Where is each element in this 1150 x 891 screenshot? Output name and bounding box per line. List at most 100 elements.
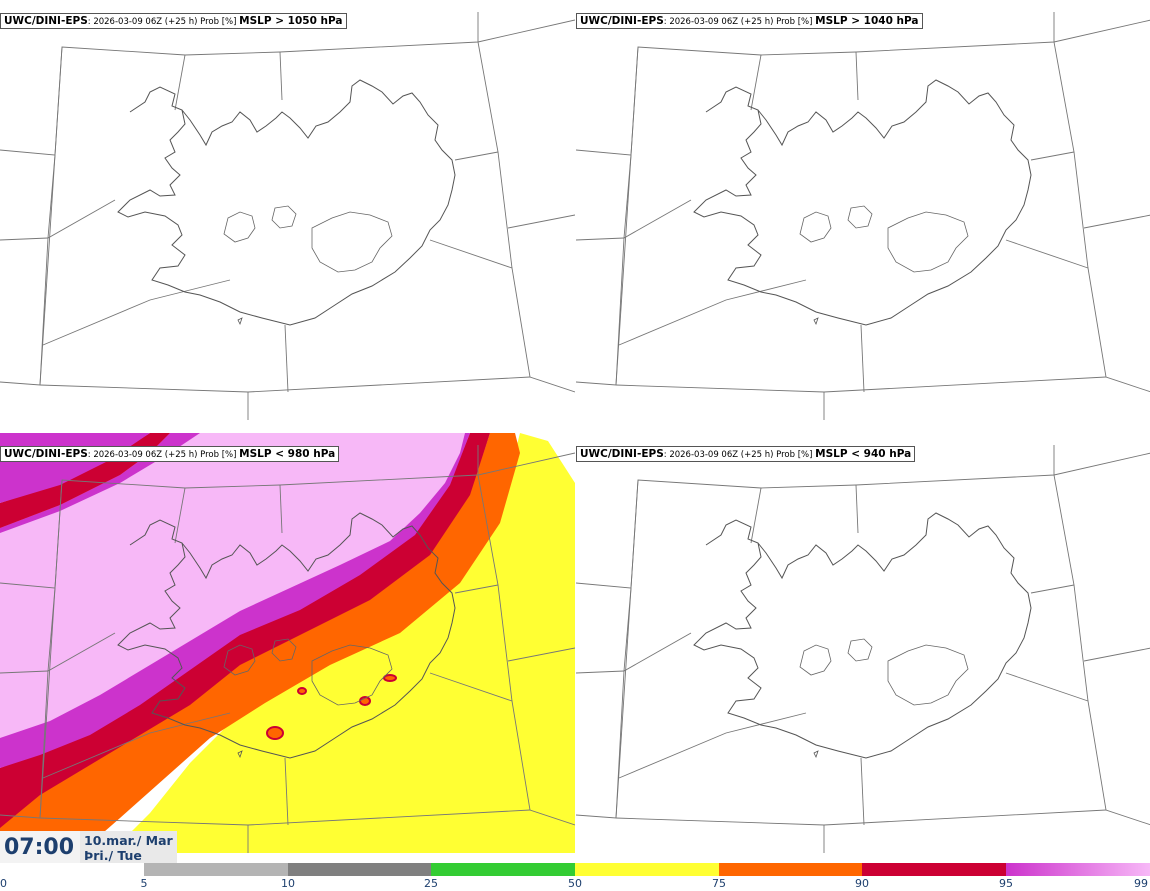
coastline-path <box>117 79 456 326</box>
legend-swatch <box>862 863 1006 876</box>
graticule <box>576 445 1150 853</box>
panel-title: UWC/DINI-EPS: 2026-03-09 06Z (+25 h) Pro… <box>576 13 923 29</box>
color-legend: 0 5 10 25 50 75 90 95 99 <box>0 863 1150 891</box>
graticule-line <box>174 54 186 111</box>
legend-tick-label: 99 <box>1134 877 1148 890</box>
graticule-line <box>42 279 231 346</box>
coastline-path <box>693 79 1032 326</box>
graticule-line <box>42 712 231 779</box>
map-panel-bottom-left: UWC/DINI-EPS: 2026-03-09 06Z (+25 h) Pro… <box>0 433 575 853</box>
source-label: UWC/DINI-EPS <box>580 448 664 460</box>
panel-title: UWC/DINI-EPS: 2026-03-09 06Z (+25 h) Pro… <box>0 446 340 462</box>
glacier-outline <box>271 205 297 229</box>
graticule-line <box>618 279 807 346</box>
island-path <box>237 750 243 759</box>
graticule-line <box>279 484 283 534</box>
probability-spot <box>297 687 307 695</box>
legend-swatch <box>575 863 719 876</box>
graticule-line <box>1053 474 1150 826</box>
glacier-outline <box>847 638 873 662</box>
glacier-outline <box>799 211 832 243</box>
glacier-outline <box>799 644 832 676</box>
legend-swatch <box>1006 863 1150 876</box>
island-path <box>813 750 819 759</box>
island-path <box>237 317 243 326</box>
graticule-line <box>855 484 859 534</box>
graticule-line <box>615 376 1107 393</box>
probability-band <box>0 433 575 853</box>
valid-time-box: 07:00 10.mar./ Mar Þri./ Tue <box>0 831 177 863</box>
coastline <box>117 79 456 326</box>
coastline <box>693 79 1032 326</box>
legend-swatch <box>431 863 575 876</box>
graticule-line <box>284 757 289 826</box>
graticule-line <box>284 324 289 393</box>
graticule-line <box>615 46 639 386</box>
legend-tick-label: 50 <box>568 877 582 890</box>
graticule-line <box>39 479 63 819</box>
map-svg <box>576 12 1150 420</box>
variable-label: MSLP < 980 hPa <box>239 448 336 460</box>
panel-title: UWC/DINI-EPS: 2026-03-09 06Z (+25 h) Pro… <box>0 13 347 29</box>
island-path <box>813 317 819 326</box>
map-svg <box>576 445 1150 853</box>
probability-spot <box>266 726 284 740</box>
run-meta: : 2026-03-09 06Z (+25 h) Prob [%] <box>663 450 816 460</box>
graticule-line <box>1030 584 1075 594</box>
coastline-path <box>693 512 1032 759</box>
variable-label: MSLP > 1040 hPa <box>815 15 919 27</box>
legend-tick-label: 95 <box>999 877 1013 890</box>
run-meta: : 2026-03-09 06Z (+25 h) Prob [%] <box>87 450 240 460</box>
run-meta: : 2026-03-09 06Z (+25 h) Prob [%] <box>663 17 816 27</box>
graticule-line <box>39 376 531 393</box>
probability-spot <box>383 674 397 682</box>
graticule-line <box>54 19 575 156</box>
probability-band <box>0 433 490 828</box>
graticule-line <box>477 474 575 826</box>
variable-label: MSLP < 940 hPa <box>815 448 912 460</box>
graticule-line <box>576 582 632 819</box>
source-label: UWC/DINI-EPS <box>4 15 88 27</box>
date-line-2: Þri./ Tue <box>84 848 142 863</box>
legend-swatch <box>144 863 288 876</box>
graticule-line <box>507 214 575 229</box>
map-panel-top-right: UWC/DINI-EPS: 2026-03-09 06Z (+25 h) Pro… <box>576 0 1150 420</box>
graticule-line <box>855 51 859 101</box>
legend-tick-label: 0 <box>0 877 7 890</box>
legend-swatch <box>719 863 862 876</box>
graticule-line <box>0 632 116 674</box>
graticule-line <box>0 149 56 386</box>
probability-band <box>0 433 575 853</box>
source-label: UWC/DINI-EPS <box>580 15 664 27</box>
glacier-outline <box>887 211 969 273</box>
panel-title: UWC/DINI-EPS: 2026-03-09 06Z (+25 h) Pro… <box>576 446 916 462</box>
source-label: UWC/DINI-EPS <box>4 448 88 460</box>
glacier-outline <box>271 638 297 662</box>
graticule-line <box>0 582 56 819</box>
map-svg <box>0 433 575 853</box>
graticule-line <box>1083 647 1150 662</box>
coastline-path <box>117 512 456 759</box>
valid-time: 07:00 <box>4 835 75 860</box>
graticule-line <box>174 487 186 544</box>
legend-tick-label: 25 <box>424 877 438 890</box>
map-panel-bottom-right: UWC/DINI-EPS: 2026-03-09 06Z (+25 h) Pro… <box>576 433 1150 853</box>
graticule-line <box>1053 41 1150 393</box>
graticule-line <box>750 54 762 111</box>
legend-tick-label: 5 <box>140 877 148 890</box>
glacier-outline <box>223 644 256 676</box>
glacier-outline <box>223 211 256 243</box>
graticule-line <box>454 151 499 161</box>
graticule-line <box>1005 239 1089 269</box>
graticule-line <box>429 239 513 269</box>
coastline <box>693 512 1032 759</box>
probability-fill <box>0 433 575 853</box>
graticule <box>0 445 575 853</box>
legend-tick-label: 90 <box>855 877 869 890</box>
graticule-line <box>1005 672 1089 702</box>
graticule-line <box>618 712 807 779</box>
graticule <box>576 12 1150 420</box>
legend-tick-label: 10 <box>281 877 295 890</box>
graticule-line <box>0 199 116 241</box>
graticule-line <box>477 41 575 393</box>
